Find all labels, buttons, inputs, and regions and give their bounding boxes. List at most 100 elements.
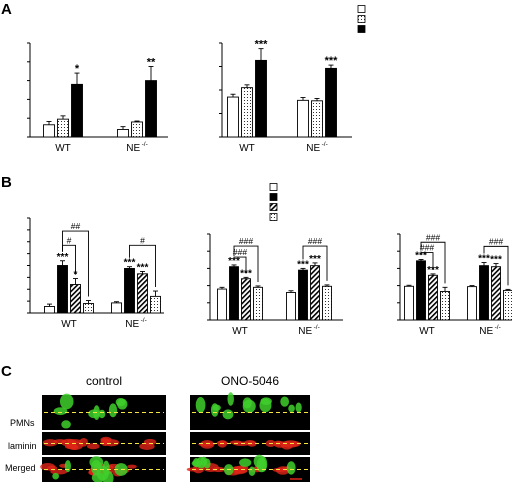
bar bbox=[253, 286, 263, 321]
x-group-label: WT bbox=[55, 143, 71, 154]
bar bbox=[311, 100, 323, 138]
chart-b-ln-a5-area: WT NE -/-************###### ### bbox=[207, 233, 343, 337]
bar bbox=[43, 124, 55, 138]
panel-c-title-control: control bbox=[86, 374, 122, 388]
bar bbox=[124, 268, 135, 314]
bar bbox=[325, 67, 337, 138]
chart-b-coll-iv-area: WT NE -/-********* ***###### ### bbox=[397, 232, 512, 337]
laminin-signal bbox=[87, 443, 100, 450]
bar bbox=[310, 265, 320, 321]
pmn-signal bbox=[59, 393, 74, 410]
x-group-label-superscript: -/- bbox=[314, 324, 320, 331]
pmn-signal bbox=[61, 420, 71, 429]
x-group-label: NE -/- bbox=[479, 324, 501, 337]
bracket-label: ## bbox=[71, 221, 81, 231]
x-group-label-text: NE bbox=[306, 143, 320, 154]
micrograph-panels bbox=[40, 392, 310, 482]
bar bbox=[150, 295, 161, 314]
significance-bracket bbox=[420, 241, 446, 284]
x-group-label-text: WT bbox=[419, 326, 435, 337]
panel-c-row-label-merged: Merged bbox=[5, 463, 36, 473]
pmn-signal bbox=[88, 409, 100, 419]
laminin-signal bbox=[127, 464, 137, 469]
chart-a-ln-a5-area: WT NE -/- *** *** bbox=[219, 39, 352, 154]
significance-marker: *** bbox=[297, 259, 309, 270]
laminin-signal bbox=[273, 441, 288, 448]
legend-swatch bbox=[269, 183, 278, 191]
bracket-label: ### bbox=[239, 236, 253, 246]
bar bbox=[286, 292, 296, 321]
bar bbox=[503, 289, 512, 321]
bar bbox=[491, 266, 501, 321]
bracket-label: ### bbox=[420, 243, 434, 253]
pmn-signal bbox=[52, 472, 59, 480]
significance-marker: *** bbox=[240, 268, 252, 279]
chart-a-transmigration: WT NE -/-*** bbox=[27, 42, 168, 154]
legend-swatch bbox=[357, 5, 366, 13]
bar bbox=[131, 121, 143, 138]
legend-a bbox=[357, 5, 366, 33]
x-group-label: NE -/- bbox=[298, 324, 320, 337]
significance-marker: *** bbox=[137, 262, 149, 273]
pmn-signal bbox=[239, 458, 252, 467]
bracket-label: ### bbox=[426, 232, 440, 242]
significance-marker: *** bbox=[427, 265, 439, 276]
pmn-signal bbox=[248, 466, 256, 477]
pmn-signal bbox=[280, 396, 290, 407]
pmn-signal bbox=[102, 470, 114, 482]
x-group-label: NE -/- bbox=[306, 141, 328, 154]
bar bbox=[440, 290, 450, 321]
bracket-label: ### bbox=[233, 247, 247, 257]
x-group-label-superscript: -/- bbox=[141, 317, 147, 324]
bar bbox=[227, 96, 239, 138]
legend-swatch bbox=[269, 213, 278, 221]
pmn-signal bbox=[195, 397, 206, 413]
bar bbox=[416, 260, 426, 321]
legend-b bbox=[269, 183, 278, 221]
significance-marker: *** bbox=[490, 255, 502, 266]
x-group-label-text: NE bbox=[298, 326, 312, 337]
pmn-signal bbox=[288, 404, 295, 413]
x-group-label: WT bbox=[61, 319, 77, 330]
x-group-label: WT bbox=[232, 326, 248, 337]
bracket-label: ### bbox=[308, 236, 322, 246]
pmn-signal bbox=[227, 392, 234, 406]
significance-marker: ** bbox=[147, 57, 156, 69]
laminin-signal bbox=[289, 441, 301, 447]
pmn-signal bbox=[222, 409, 234, 420]
significance-marker: *** bbox=[255, 39, 269, 51]
bar bbox=[479, 265, 489, 321]
bar bbox=[117, 129, 129, 138]
x-group-label-superscript: -/- bbox=[322, 141, 328, 148]
pmn-signal bbox=[210, 403, 219, 417]
x-group-label-text: WT bbox=[239, 143, 255, 154]
pmn-signal bbox=[117, 398, 128, 410]
pmn-signal bbox=[256, 457, 267, 473]
laminin-signal bbox=[42, 439, 58, 447]
pmn-signal bbox=[242, 397, 252, 409]
bar bbox=[57, 118, 69, 138]
bar bbox=[404, 285, 414, 321]
bar bbox=[255, 59, 267, 138]
bar bbox=[298, 269, 308, 321]
x-group-label: NE -/- bbox=[125, 317, 147, 330]
laminin-signal bbox=[276, 466, 290, 475]
significance-marker: *** bbox=[57, 252, 69, 263]
bar bbox=[322, 285, 332, 321]
laminin-signal bbox=[70, 444, 79, 451]
significance-marker: *** bbox=[478, 254, 490, 265]
significance-bracket bbox=[483, 245, 509, 286]
bar bbox=[297, 99, 309, 138]
laminin-signal bbox=[46, 465, 58, 472]
bar bbox=[70, 284, 81, 314]
bar bbox=[71, 83, 83, 138]
x-group-label: NE -/- bbox=[126, 141, 148, 154]
pmn-signal bbox=[64, 460, 71, 473]
laminin-signal bbox=[139, 442, 155, 450]
chart-b-transmigration: WT NE -/-******* ***#### bbox=[27, 217, 164, 330]
x-group-label-text: NE bbox=[479, 326, 493, 337]
bracket-label: # bbox=[140, 235, 145, 245]
laminin-signal bbox=[229, 440, 242, 445]
bar bbox=[241, 87, 253, 138]
significance-marker: *** bbox=[309, 254, 321, 265]
